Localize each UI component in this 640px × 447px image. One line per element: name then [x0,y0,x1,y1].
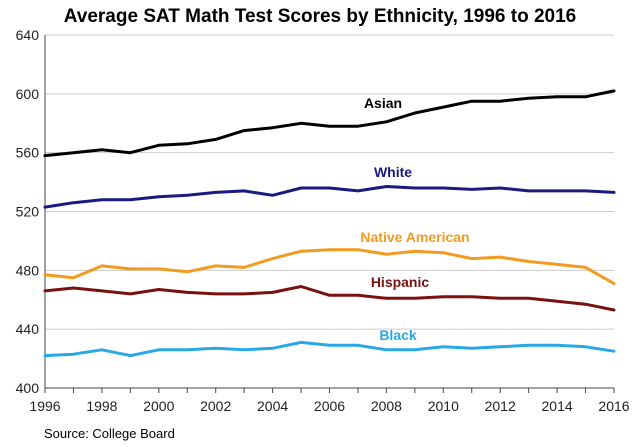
x-tick-label: 1998 [86,398,117,414]
series-line-native-american [43,248,616,286]
series-line-black [43,340,616,358]
axes: 400 440 480 520 560 600 640 1996 1998 2000 2002 200… [16,27,630,414]
y-tick-label: 640 [16,27,40,43]
y-tick-label: 480 [16,262,40,278]
x-tick-label: 2008 [371,398,402,414]
series-label-hispanic: Hispanic [371,274,430,290]
gridlines [45,34,614,389]
x-tick-label: 1996 [29,398,60,414]
x-tick-label: 2012 [485,398,516,414]
y-tick-label: 560 [16,145,40,161]
source-note: Source: College Board [44,426,175,441]
series-labels: Asian White Native American Hispanic Black [360,95,469,343]
x-tick-label: 2002 [200,398,231,414]
x-tick-label: 2000 [143,398,174,414]
series-line-asian [43,89,616,158]
y-tick-label: 600 [16,86,40,102]
series-label-black: Black [379,327,417,343]
x-tick-label: 2016 [598,398,629,414]
y-tick-label: 440 [16,321,40,337]
x-tick-label: 2006 [314,398,345,414]
x-tick-label: 2010 [428,398,459,414]
x-tick-label: 2014 [542,398,573,414]
series-label-white: White [374,164,412,180]
series-line-hispanic [43,285,616,312]
series-lines [43,89,616,358]
series-line-white [43,185,616,209]
series-label-native-american: Native American [360,229,469,245]
y-tick-label: 520 [16,204,40,220]
x-tick-label: 2004 [257,398,288,414]
series-label-asian: Asian [364,95,402,111]
chart-title: Average SAT Math Test Scores by Ethnicit… [63,6,577,27]
y-tick-label: 400 [16,380,40,396]
